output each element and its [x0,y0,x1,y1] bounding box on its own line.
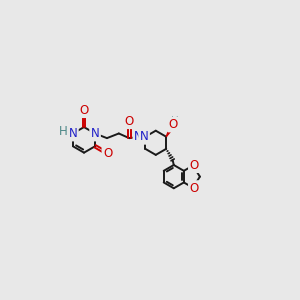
Polygon shape [166,124,174,137]
Text: O: O [169,118,178,131]
Text: O: O [189,159,199,172]
Text: O: O [124,115,134,128]
Text: O: O [80,103,88,117]
Text: N: N [91,127,99,140]
Text: N: N [69,127,77,140]
Text: O: O [103,147,112,160]
Text: H: H [59,125,68,138]
Text: O: O [189,182,199,195]
Text: N: N [140,130,148,143]
Text: H: H [171,116,178,126]
Text: N: N [134,130,143,143]
